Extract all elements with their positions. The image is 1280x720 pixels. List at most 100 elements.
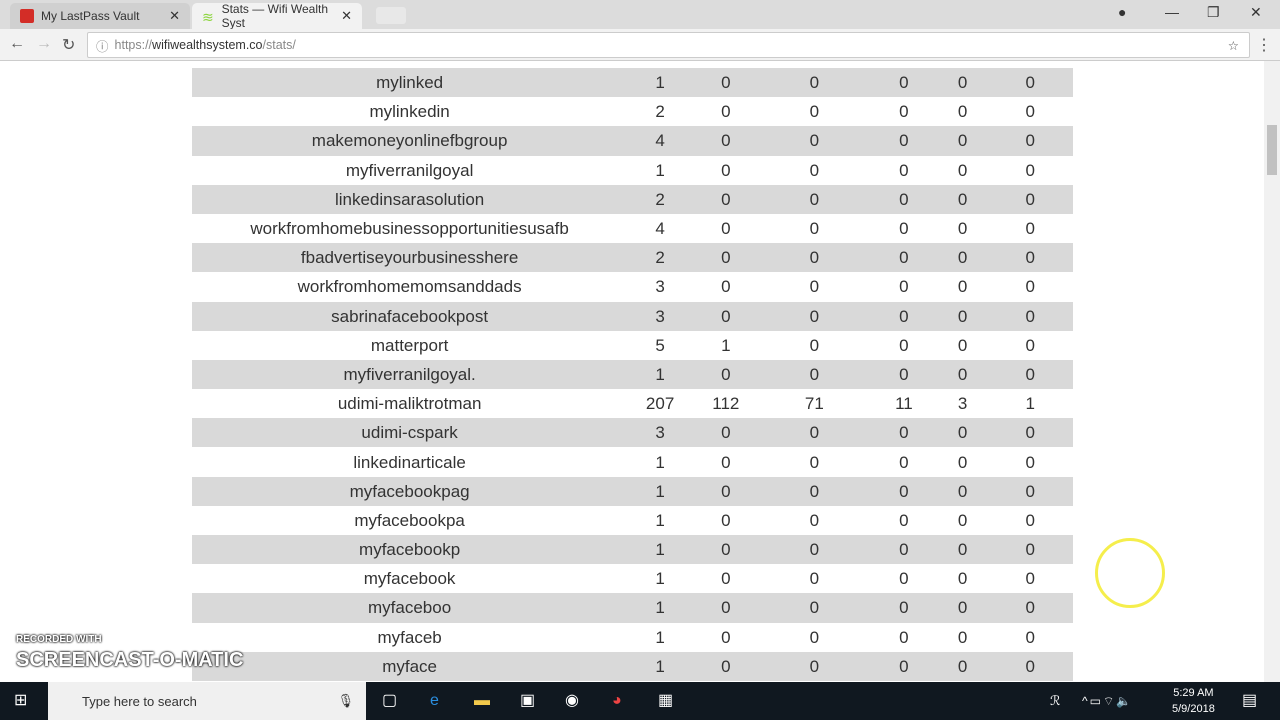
campaign-name: workfromhomebusinessopportunitiesusafb [250,219,569,239]
stat-cell: 0 [957,248,968,268]
tray-icons[interactable]: ^▭⌔🔈 [1082,694,1134,708]
stat-cell: 0 [899,598,909,618]
table-row: myfacebookpa 1 0 0 0 0 0 [192,506,1073,535]
stat-cell: 0 [957,102,968,122]
stat-cell: 0 [957,627,968,647]
tab-bar: My LastPass Vault ✕ ≋ Stats — Wifi Wealt… [0,0,1280,30]
new-tab-button[interactable] [376,7,406,24]
task-view-icon[interactable]: ▢ [382,692,398,709]
stat-cell: 0 [809,131,820,151]
campaign-name: mylinked [376,73,444,93]
stat-cell: 0 [721,481,731,501]
stat-cell: 0 [1025,219,1035,239]
campaign-name: myfacebook [363,569,456,589]
stat-cell: 0 [721,656,731,676]
stat-cell: 0 [721,219,731,239]
windows-start-icon[interactable]: ⊞ [14,692,28,709]
close-tab-icon[interactable]: ✕ [169,8,180,23]
tab-lastpass[interactable]: My LastPass Vault ✕ [10,3,190,29]
stat-cell: 0 [899,102,909,122]
campaign-name: mylinkedin [369,102,450,122]
stat-cell: 3 [655,277,665,297]
stat-cell: 0 [957,335,968,355]
minimize-button[interactable]: — [1165,4,1179,20]
stat-cell: 0 [809,452,820,472]
campaign-name: myfiverranilgoyal [345,160,474,180]
table-row: mylinkedin 2 0 0 0 0 0 [192,97,1073,126]
table-row: myfiverranilgoyal. 1 0 0 0 0 0 [192,359,1073,390]
stat-cell: 0 [899,306,909,326]
menu-icon[interactable]: ⋮ [1256,37,1272,54]
stat-cell: 0 [1025,598,1035,618]
stat-cell: 1 [655,160,665,180]
stat-cell: 2 [655,189,665,209]
stat-cell: 0 [957,364,968,384]
scrollbar-thumb[interactable] [1267,125,1277,175]
stat-cell: 0 [721,189,731,209]
stat-cell: 0 [721,364,731,384]
browser-toolbar: ← → ↻ ⓘ https://wifiwealthsystem.co/stat… [0,29,1280,61]
stat-cell: 0 [957,540,968,560]
stat-cell: 3 [655,306,665,326]
profile-icon[interactable]: ● [1118,4,1127,20]
notifications-icon[interactable]: ▤ [1242,692,1258,709]
stat-cell: 0 [721,510,731,530]
stat-cell: 5 [655,335,665,355]
taskbar-search[interactable]: Type here to search 🎙 [48,682,366,720]
reload-icon[interactable]: ↻ [62,37,76,54]
microphone-icon[interactable]: 🎙 [337,693,354,708]
close-window-button[interactable]: ✕ [1250,4,1262,20]
tab-title: My LastPass Vault [41,9,140,23]
stat-cell: 0 [957,569,968,589]
stat-cell: 0 [1025,364,1035,384]
back-icon[interactable]: ← [9,35,25,52]
forward-icon[interactable]: → [36,35,52,52]
stat-cell: 0 [957,189,968,209]
table-row: fbadvertiseyourbusinesshere 2 0 0 0 0 0 [192,243,1073,273]
campaign-name: matterport [370,335,449,355]
stat-cell: 0 [721,73,731,93]
stat-cell: 0 [809,189,820,209]
stat-cell: 0 [809,306,820,326]
campaign-name: myface [382,656,437,676]
stat-cell: 207 [645,394,675,414]
stat-cell: 0 [899,423,909,443]
cortana-app-icon[interactable]: ◉ [565,692,579,709]
page-content: mylinked 1 0 0 0 0 0 mylinkedin 2 0 0 0 0 0 makemoneyo… [0,61,1264,682]
file-explorer-icon[interactable]: ▬ [474,692,490,709]
stat-cell: 0 [899,452,909,472]
info-icon: ⓘ [96,39,109,54]
scrollbar[interactable] [1264,61,1280,682]
stat-cell: 0 [957,219,968,239]
chrome-icon[interactable]: ◕ [612,692,622,709]
stat-cell: 0 [1025,102,1035,122]
address-bar[interactable]: ⓘ https://wifiwealthsystem.co/stats/ ☆ [87,32,1250,58]
stat-cell: 1 [1025,394,1035,414]
stat-cell: 0 [809,481,820,501]
bookmark-star-icon[interactable]: ☆ [1227,38,1239,53]
campaign-name: makemoneyonlinefbgroup [311,131,508,151]
close-tab-icon[interactable]: ✕ [341,8,352,23]
stat-cell: 0 [899,335,909,355]
stat-cell: 0 [721,569,731,589]
stat-cell: 0 [1025,452,1035,472]
stat-cell: 3 [655,423,665,443]
stat-cell: 11 [895,394,913,414]
stat-cell: 1 [655,540,665,560]
restore-button[interactable]: ❐ [1207,4,1220,20]
stat-cell: 0 [899,189,909,209]
store-icon[interactable]: ▣ [520,692,536,709]
date: 5/9/2018 [1172,703,1215,715]
time: 5:29 AM [1173,687,1214,699]
stat-cell: 0 [721,306,731,326]
clock[interactable]: 5:29 AM 5/9/2018 [1172,685,1215,717]
stat-cell: 0 [957,510,968,530]
stat-cell: 0 [721,540,731,560]
url-scheme: https:// [114,38,153,52]
people-icon[interactable]: ℛ [1050,693,1061,708]
edge-icon[interactable]: e [430,692,439,709]
tab-stats[interactable]: ≋ Stats — Wifi Wealth Syst ✕ [192,2,362,30]
stat-cell: 4 [655,219,665,239]
calculator-icon[interactable]: ▦ [658,692,674,709]
stat-cell: 0 [809,656,820,676]
